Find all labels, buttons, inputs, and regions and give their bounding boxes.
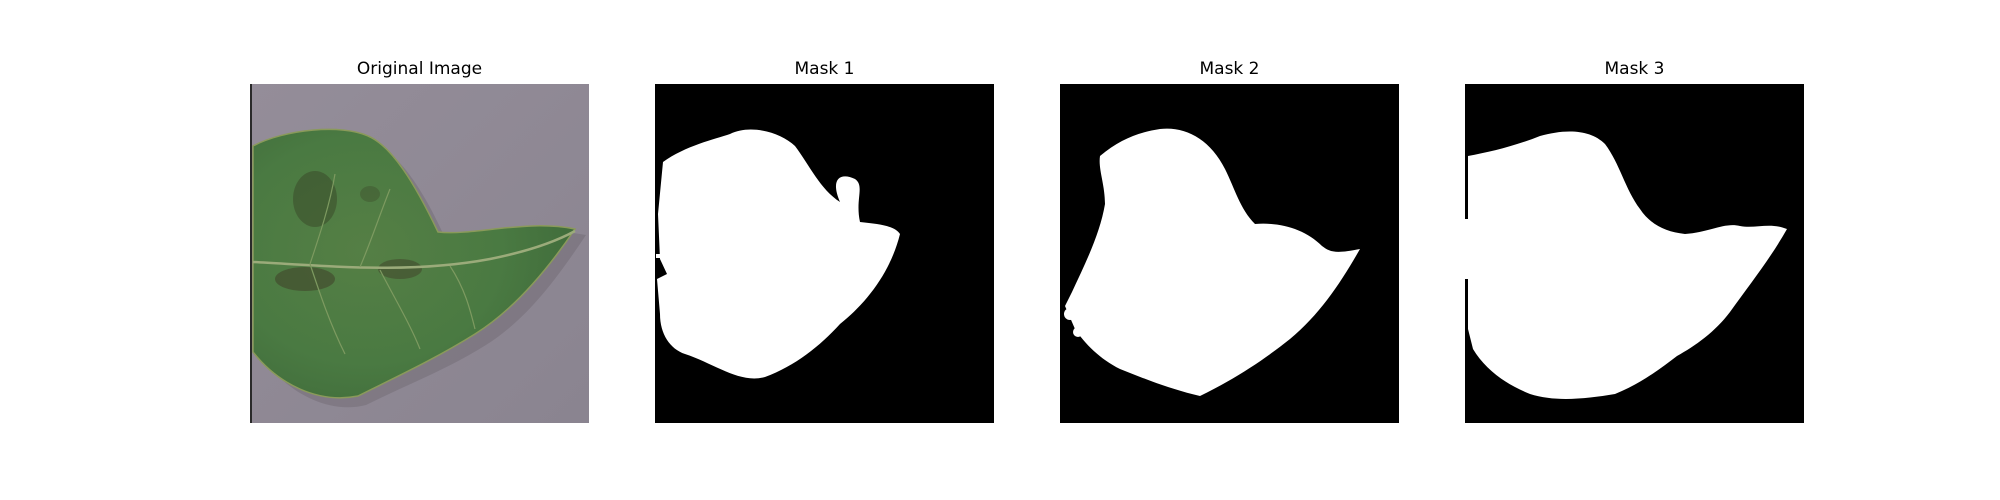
lesion [360,186,380,202]
mask-image-3 [1465,84,1804,423]
panel-title: Mask 3 [1604,59,1665,79]
mask-image-2 [1060,84,1399,423]
vein [359,188,391,268]
panel-title: Mask 2 [1199,59,1260,79]
vein [309,173,336,265]
panel-title: Mask 1 [794,59,855,79]
leaf-photo [250,84,589,423]
mask-region [1065,128,1360,396]
mask-speckle [1064,308,1076,320]
mask-speckle [656,254,662,258]
mask-speckle [1073,327,1083,337]
panel-title: Original Image [356,59,483,79]
mask-region [1468,131,1787,399]
mask-image-1 [655,84,994,423]
lesion [378,259,422,279]
midrib [252,229,576,269]
lesion [275,267,335,291]
mask-speckle [691,274,696,277]
vein [379,269,421,350]
mask-edge [1465,219,1469,279]
mask-region [657,129,900,379]
vein [449,265,476,330]
left-edge [250,84,252,423]
lesion [293,171,337,227]
vein [309,263,346,355]
